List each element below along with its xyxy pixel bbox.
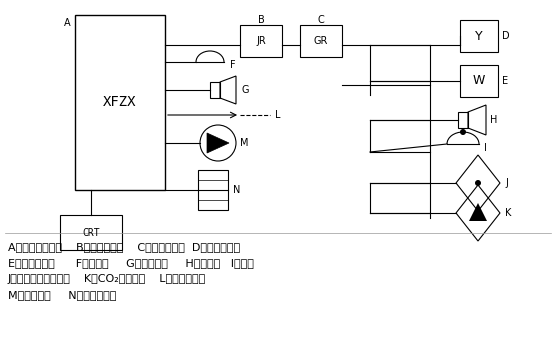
Bar [198, 170, 228, 210]
Text: B: B [257, 15, 264, 25]
Text: N: N [233, 185, 240, 195]
Text: M、消防水泵     N、防火卷帘门: M、消防水泵 N、防火卷帘门 [8, 290, 116, 300]
Text: Y: Y [475, 30, 483, 43]
Circle shape [460, 129, 466, 135]
Text: K: K [505, 208, 512, 218]
Bar [75, 15, 165, 190]
Text: I: I [484, 143, 487, 153]
Text: A: A [64, 18, 70, 28]
Bar [240, 25, 282, 57]
Text: CRT: CRT [82, 227, 100, 238]
Text: E、感温探测器      F、通风口     G、消防广播     H、扬声器   I、电话: E、感温探测器 F、通风口 G、消防广播 H、扬声器 I、电话 [8, 258, 254, 268]
Text: E: E [502, 76, 508, 86]
Text: C: C [317, 15, 324, 25]
Text: G: G [242, 85, 250, 95]
Text: J、自动喷水灭火系统    K、CO₂灭火系统    L、疏散指示灯: J、自动喷水灭火系统 K、CO₂灭火系统 L、疏散指示灯 [8, 274, 206, 284]
Text: A、消防控制中心    B、报警控制器    C、楼层显示器  D、感烟探测器: A、消防控制中心 B、报警控制器 C、楼层显示器 D、感烟探测器 [8, 242, 240, 252]
Bar [300, 25, 342, 57]
Text: D: D [502, 31, 510, 41]
Text: F: F [230, 60, 236, 70]
Bar [60, 215, 122, 250]
Polygon shape [207, 133, 229, 153]
Text: J: J [505, 178, 508, 188]
Polygon shape [469, 203, 487, 221]
Bar [458, 112, 468, 128]
Text: M: M [240, 138, 249, 148]
Text: W: W [473, 75, 485, 88]
Text: XFZX: XFZX [103, 95, 137, 109]
Bar [460, 65, 498, 97]
Text: H: H [490, 115, 498, 125]
Text: JR: JR [256, 36, 266, 46]
Circle shape [475, 180, 481, 186]
Bar [460, 20, 498, 52]
Text: L: L [275, 110, 280, 120]
Bar [210, 82, 220, 98]
Text: GR: GR [314, 36, 328, 46]
